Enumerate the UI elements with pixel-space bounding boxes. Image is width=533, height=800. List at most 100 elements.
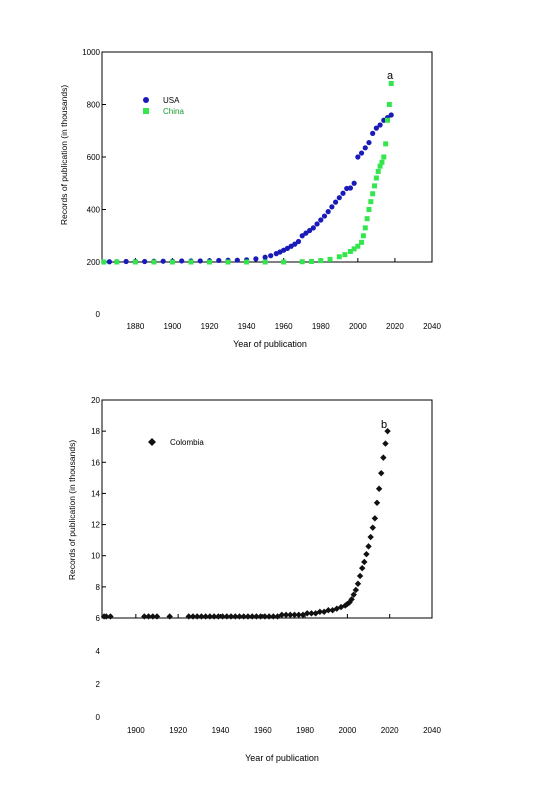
y-tick-label: 14 — [91, 489, 100, 498]
legend-colombia-label: Colombia — [170, 438, 204, 447]
data-point-colombia — [185, 613, 192, 620]
y-tick-label: 18 — [91, 427, 100, 436]
data-point-usa — [268, 253, 274, 259]
data-point-colombia — [219, 613, 226, 620]
data-point-china — [207, 259, 213, 265]
chart-a: a 1880 1900 1920 1940 1960 1980 2000 2020 2040 0… — [59, 48, 441, 349]
legend-china-marker — [143, 108, 149, 114]
data-point-usa — [377, 122, 383, 128]
data-point-usa — [325, 209, 331, 215]
data-point-china — [101, 259, 107, 265]
chart-b-plot-frame — [101, 399, 433, 619]
data-point-colombia — [282, 611, 290, 619]
data-point-usa — [321, 213, 328, 219]
data-point-colombia — [278, 611, 286, 619]
data-point-china — [355, 243, 361, 249]
data-point-colombia — [352, 586, 360, 594]
chart-b: b 1900 1920 1940 1960 1980 2000 2020 2040 0 2 4 6 8… — [67, 396, 441, 763]
data-point-colombia — [103, 613, 110, 620]
data-point-usa — [318, 217, 324, 223]
data-point-colombia — [363, 550, 370, 558]
chart-b-y-ticks: 0 2 4 6 8 10 12 14 16 18 20 — [91, 396, 106, 722]
data-point-colombia — [382, 440, 389, 447]
data-point-usa — [292, 241, 298, 247]
data-point-china — [188, 259, 194, 265]
data-point-usa — [123, 258, 129, 265]
data-point-colombia — [236, 613, 243, 620]
data-point-colombia — [356, 572, 364, 580]
data-point-china — [373, 175, 379, 181]
data-point-colombia — [223, 613, 231, 620]
data-point-china — [379, 159, 385, 165]
chart-a-panel-label: a — [387, 70, 394, 82]
y-tick-label: 2 — [96, 680, 101, 689]
y-tick-label: 20 — [91, 396, 100, 405]
data-point-colombia — [253, 613, 260, 620]
data-point-usa — [388, 112, 394, 118]
y-tick-label: 0 — [96, 713, 101, 722]
data-point-china — [372, 183, 378, 189]
x-tick-label: 2000 — [349, 322, 367, 331]
data-point-usa — [179, 258, 185, 264]
data-point-china — [114, 259, 120, 265]
data-point-usa — [332, 199, 339, 205]
data-point-china — [381, 154, 387, 160]
data-point-colombia — [107, 613, 114, 620]
data-point-china — [360, 233, 366, 239]
data-point-colombia — [350, 591, 357, 598]
data-point-colombia — [291, 611, 298, 619]
data-point-colombia — [354, 580, 362, 587]
data-point-china — [375, 168, 381, 174]
data-point-colombia — [166, 613, 173, 620]
data-point-china — [151, 259, 157, 265]
data-point-usa — [299, 233, 305, 239]
data-point-colombia — [265, 613, 273, 620]
data-point-china — [388, 81, 394, 86]
data-point-colombia — [373, 499, 381, 506]
data-point-china — [366, 207, 372, 212]
legend-colombia-marker — [148, 438, 156, 446]
data-point-china — [225, 259, 231, 265]
y-tick-label: 8 — [96, 583, 101, 592]
data-point-china — [327, 256, 333, 262]
data-point-colombia — [240, 613, 247, 620]
chart-b-points — [100, 427, 391, 620]
data-point-colombia — [141, 613, 148, 620]
data-point-usa — [253, 256, 259, 262]
data-point-colombia — [215, 613, 222, 620]
data-point-usa — [310, 225, 316, 231]
data-point-usa — [216, 257, 222, 264]
data-point-usa — [355, 154, 361, 160]
data-point-colombia — [145, 613, 152, 620]
x-tick-label: 1940 — [212, 726, 230, 735]
data-point-colombia — [380, 454, 387, 461]
data-point-colombia — [308, 610, 315, 617]
data-point-colombia — [333, 605, 341, 612]
x-tick-label: 1920 — [201, 322, 219, 331]
chart-b-panel-label: b — [381, 419, 387, 431]
x-tick-label: 2000 — [338, 726, 356, 735]
data-point-colombia — [202, 613, 209, 620]
data-point-usa — [160, 258, 166, 264]
legend-usa-marker — [143, 97, 149, 103]
y-tick-label: 600 — [87, 153, 101, 162]
x-tick-label: 1980 — [296, 726, 314, 735]
x-tick-label: 1900 — [127, 726, 145, 735]
data-point-usa — [234, 257, 240, 263]
y-tick-label: 1000 — [82, 48, 100, 57]
data-point-usa — [358, 150, 365, 156]
data-point-colombia — [369, 524, 376, 531]
data-point-colombia — [295, 611, 302, 619]
x-tick-label: 1880 — [126, 322, 144, 331]
data-point-china — [281, 259, 287, 265]
data-point-colombia — [384, 427, 391, 435]
data-point-usa — [366, 139, 372, 146]
data-point-colombia — [316, 608, 324, 615]
data-point-colombia — [227, 613, 235, 620]
data-point-china — [385, 117, 391, 123]
legend-china-label: China — [163, 107, 184, 116]
data-point-china — [347, 249, 353, 254]
data-point-china — [299, 259, 305, 265]
y-tick-label: 16 — [91, 458, 100, 467]
